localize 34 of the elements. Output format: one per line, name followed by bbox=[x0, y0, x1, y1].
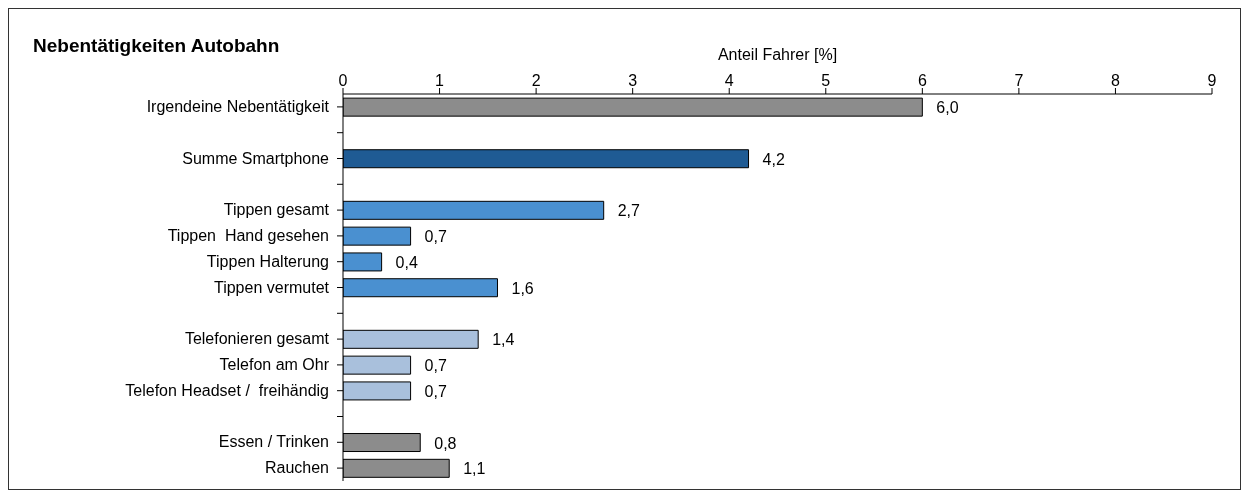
y-tick-label: Telefon Headset / freihändig bbox=[125, 381, 329, 399]
x-tick-label: 8 bbox=[1110, 72, 1120, 89]
data-label: 1,1 bbox=[463, 460, 486, 478]
y-tick-label: Rauchen bbox=[264, 459, 329, 477]
x-tick-label: 9 bbox=[1207, 72, 1217, 89]
y-tick-label: Summe Smartphone bbox=[182, 149, 330, 167]
y-tick-label: Tippen vermutet bbox=[213, 278, 330, 296]
text: Nebentätigkeiten Autobahn bbox=[33, 35, 280, 57]
y-tick-label: Tippen gesamt bbox=[223, 201, 330, 219]
data-label: 0,4 bbox=[395, 253, 418, 271]
y-tick-label: Tippen Halterung bbox=[206, 252, 329, 270]
data-label: 1,4 bbox=[492, 331, 515, 349]
y-tick-label: Telefonieren gesamt bbox=[184, 330, 330, 348]
data-label: 0,7 bbox=[424, 382, 447, 400]
x-tick-label: 6 bbox=[917, 72, 927, 89]
x-axis-title: Anteil Fahrer [%] bbox=[717, 46, 838, 64]
data-label: 1,6 bbox=[511, 279, 534, 297]
x-tick-label: 5 bbox=[821, 72, 831, 89]
data-label: 0,8 bbox=[434, 434, 457, 452]
data-label: 4,2 bbox=[762, 150, 785, 168]
x-tick-label: 0 bbox=[338, 72, 348, 89]
y-tick-label: Irgendeine Nebentätigkeit bbox=[146, 97, 330, 115]
data-label: 0,7 bbox=[424, 357, 447, 375]
data-label: 2,7 bbox=[617, 202, 641, 220]
y-tick-label: Telefon am Ohr bbox=[219, 355, 330, 373]
y-tick-label: Essen / Trinken bbox=[218, 433, 329, 451]
data-label: 6,0 bbox=[936, 99, 959, 117]
x-tick-label: 3 bbox=[628, 72, 638, 89]
x-tick-label: 4 bbox=[724, 72, 734, 89]
y-tick-label: Tippen Hand gesehen bbox=[167, 226, 329, 244]
data-label: 0,7 bbox=[424, 228, 447, 246]
x-tick-label: 2 bbox=[531, 72, 541, 89]
x-tick-label: 7 bbox=[1014, 72, 1024, 89]
x-tick-label: 1 bbox=[435, 72, 445, 89]
